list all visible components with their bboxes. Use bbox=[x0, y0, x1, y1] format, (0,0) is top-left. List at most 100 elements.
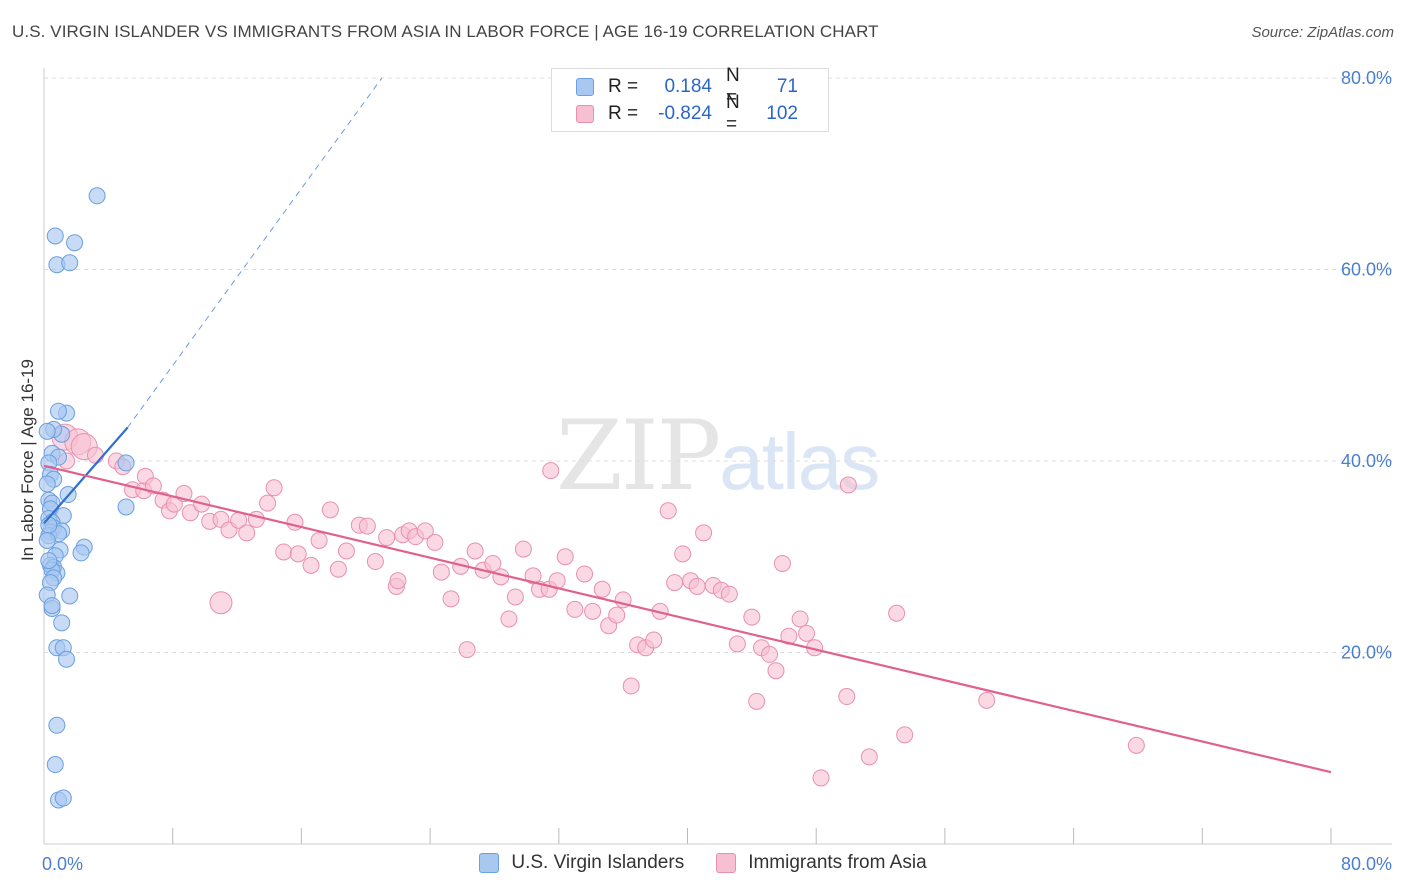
pink-point bbox=[798, 624, 816, 642]
pink-point bbox=[209, 591, 233, 615]
legend-label-virgin-islanders: U.S. Virgin Islanders bbox=[511, 852, 685, 873]
pink-point bbox=[484, 554, 502, 572]
pink-point bbox=[366, 553, 384, 571]
pink-point bbox=[1127, 736, 1145, 754]
legend-r-value: -0.824 bbox=[658, 103, 712, 124]
pink-point bbox=[720, 585, 738, 603]
pink-point bbox=[358, 517, 376, 535]
blue-point bbox=[66, 234, 84, 252]
blue-point bbox=[38, 475, 56, 493]
correlation-legend: R = 0.184 N = 71 R = -0.824 N = 102 bbox=[551, 65, 829, 135]
legend-swatch-blue bbox=[479, 853, 500, 873]
pink-point bbox=[838, 688, 856, 706]
legend-r-label: R = bbox=[608, 76, 639, 97]
blue-point bbox=[88, 187, 106, 205]
legend-n-value: 71 bbox=[776, 76, 798, 97]
pink-point bbox=[978, 691, 996, 709]
blue-point bbox=[61, 587, 79, 605]
y-tick-label: 60.0% bbox=[1341, 260, 1392, 280]
pink-point bbox=[743, 608, 761, 626]
pink-point bbox=[674, 545, 692, 563]
legend-n-label: N = bbox=[726, 65, 740, 108]
pink-point bbox=[542, 462, 560, 480]
blue-point bbox=[48, 716, 66, 734]
pink-point bbox=[666, 574, 684, 592]
y-tick-label: 40.0% bbox=[1341, 451, 1392, 471]
blue-point bbox=[61, 254, 79, 272]
blue-point bbox=[117, 498, 135, 516]
pink-point bbox=[888, 604, 906, 622]
pink-point bbox=[466, 542, 484, 560]
pink-point bbox=[426, 533, 444, 551]
x-tick-label: 80.0% bbox=[1341, 854, 1392, 874]
pink-point bbox=[500, 610, 518, 628]
y-tick-label: 80.0% bbox=[1341, 68, 1392, 88]
legend-swatch-pink bbox=[576, 105, 594, 123]
pink-point bbox=[86, 446, 104, 464]
series-immigrants-from-asia bbox=[51, 423, 1145, 787]
pink-point bbox=[378, 529, 396, 547]
blue-point bbox=[49, 402, 67, 420]
legend-row-virgin-islanders: R = 0.184 N = 71 bbox=[576, 65, 798, 108]
legend-r-value: 0.184 bbox=[664, 76, 712, 97]
blue-point bbox=[54, 789, 72, 807]
pink-point bbox=[556, 548, 574, 566]
gridlines bbox=[44, 77, 1392, 653]
pink-point bbox=[302, 556, 320, 574]
legend-n-value: 102 bbox=[766, 103, 798, 124]
pink-point bbox=[514, 540, 532, 558]
pink-point bbox=[247, 510, 265, 528]
pink-point bbox=[839, 476, 857, 494]
legend-item-virgin-islanders: U.S. Virgin Islanders bbox=[479, 852, 684, 874]
pink-point bbox=[432, 563, 450, 581]
trend-lines-front bbox=[43, 77, 1332, 774]
pink-point bbox=[896, 726, 914, 744]
pink-point bbox=[389, 572, 407, 590]
legend-n-label: N = bbox=[726, 92, 740, 135]
pink-point bbox=[275, 543, 293, 561]
pink-point bbox=[310, 531, 328, 549]
pink-point bbox=[289, 545, 307, 563]
pink-point bbox=[416, 522, 434, 540]
y-tick-label: 20.0% bbox=[1341, 643, 1392, 663]
pink-point bbox=[695, 524, 713, 542]
pink-point bbox=[622, 677, 640, 695]
watermark-zip: ZIP bbox=[556, 400, 721, 512]
tick-labels: 20.0% 40.0% 60.0% 80.0% 0.0% 80.0% bbox=[42, 68, 1392, 874]
legend-row-immigrants-asia: R = -0.824 N = 102 bbox=[576, 92, 798, 135]
pink-point bbox=[860, 748, 878, 766]
blue-point bbox=[40, 552, 58, 570]
pink-point bbox=[767, 662, 785, 680]
blue-trend-extension bbox=[127, 77, 383, 428]
pink-point bbox=[659, 502, 677, 520]
legend-swatch-pink bbox=[716, 853, 737, 873]
series-legend: U.S. Virgin Islanders Immigrants from As… bbox=[0, 852, 1406, 874]
blue-point bbox=[38, 422, 56, 440]
pink-point bbox=[265, 479, 283, 497]
pink-point bbox=[748, 692, 766, 710]
pink-point bbox=[812, 769, 830, 787]
pink-point bbox=[337, 542, 355, 560]
pink-point bbox=[576, 565, 594, 583]
blue-point bbox=[72, 544, 90, 562]
legend-r-label: R = bbox=[608, 103, 639, 124]
pink-point bbox=[238, 524, 256, 542]
blue-point bbox=[40, 516, 58, 534]
pink-trend-line bbox=[43, 464, 1332, 774]
pink-point bbox=[728, 635, 746, 653]
axes bbox=[43, 68, 1392, 845]
pink-point bbox=[321, 501, 339, 519]
pink-point bbox=[593, 580, 611, 598]
legend-swatch-blue bbox=[576, 78, 594, 96]
chart-title: U.S. VIRGIN ISLANDER VS IMMIGRANTS FROM … bbox=[12, 22, 879, 41]
pink-point bbox=[506, 588, 524, 606]
blue-point bbox=[58, 650, 76, 668]
blue-point bbox=[38, 531, 56, 549]
blue-point bbox=[46, 227, 64, 245]
series-us-virgin-islanders bbox=[38, 187, 135, 809]
legend-label-immigrants-asia: Immigrants from Asia bbox=[748, 852, 927, 873]
pink-point bbox=[761, 645, 779, 663]
pink-point bbox=[791, 610, 809, 628]
pink-point bbox=[329, 560, 347, 578]
